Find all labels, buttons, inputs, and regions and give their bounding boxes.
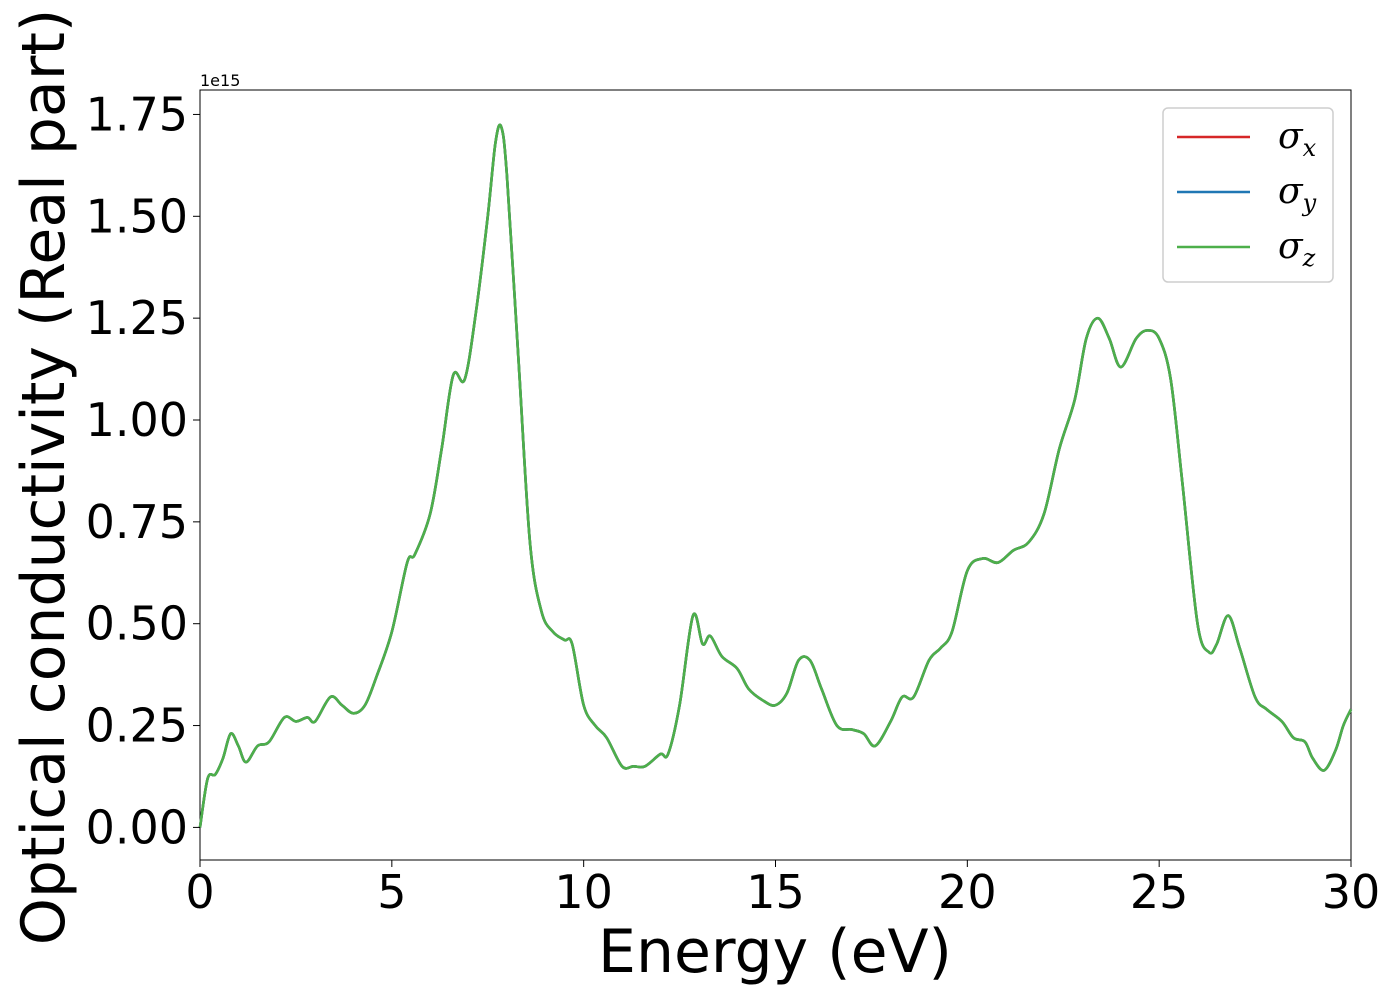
x-axis-ticks: 0 5 10 15 20 25 30: [185, 860, 1380, 919]
y-tick-label: 0.25: [86, 699, 188, 753]
x-tick-label: 20: [938, 865, 997, 919]
y-axis-label: Optical conductivity (Real part): [9, 9, 79, 946]
x-tick-label: 10: [554, 865, 613, 919]
y-tick-label: 0.50: [86, 597, 188, 651]
x-tick-label: 15: [746, 865, 805, 919]
y-tick-label: 1.00: [86, 393, 188, 447]
y-axis-offset-label: 1e15: [200, 71, 240, 90]
legend-box: [1162, 107, 1334, 283]
series-lines: [198, 123, 1353, 828]
plot-area: 0 5 10 15 20 25 30 0.00 0.25 0.50 0.75 1.00 1.25 1.5…: [86, 87, 1381, 919]
y-tick-label: 0.75: [86, 495, 188, 549]
x-tick-label: 0: [185, 865, 214, 919]
x-tick-label: 25: [1130, 865, 1189, 919]
series-line: [198, 123, 1353, 828]
y-axis-ticks: 0.00 0.25 0.50 0.75 1.00 1.25 1.50 1.75: [86, 87, 200, 854]
y-tick-label: 1.75: [86, 87, 188, 141]
y-tick-label: 1.25: [86, 291, 188, 345]
y-tick-label: 0.00: [86, 800, 188, 854]
y-tick-label: 1.50: [86, 189, 188, 243]
x-axis-label: Energy (eV): [598, 917, 952, 987]
x-tick-label: 5: [377, 865, 406, 919]
x-tick-label: 30: [1322, 865, 1381, 919]
